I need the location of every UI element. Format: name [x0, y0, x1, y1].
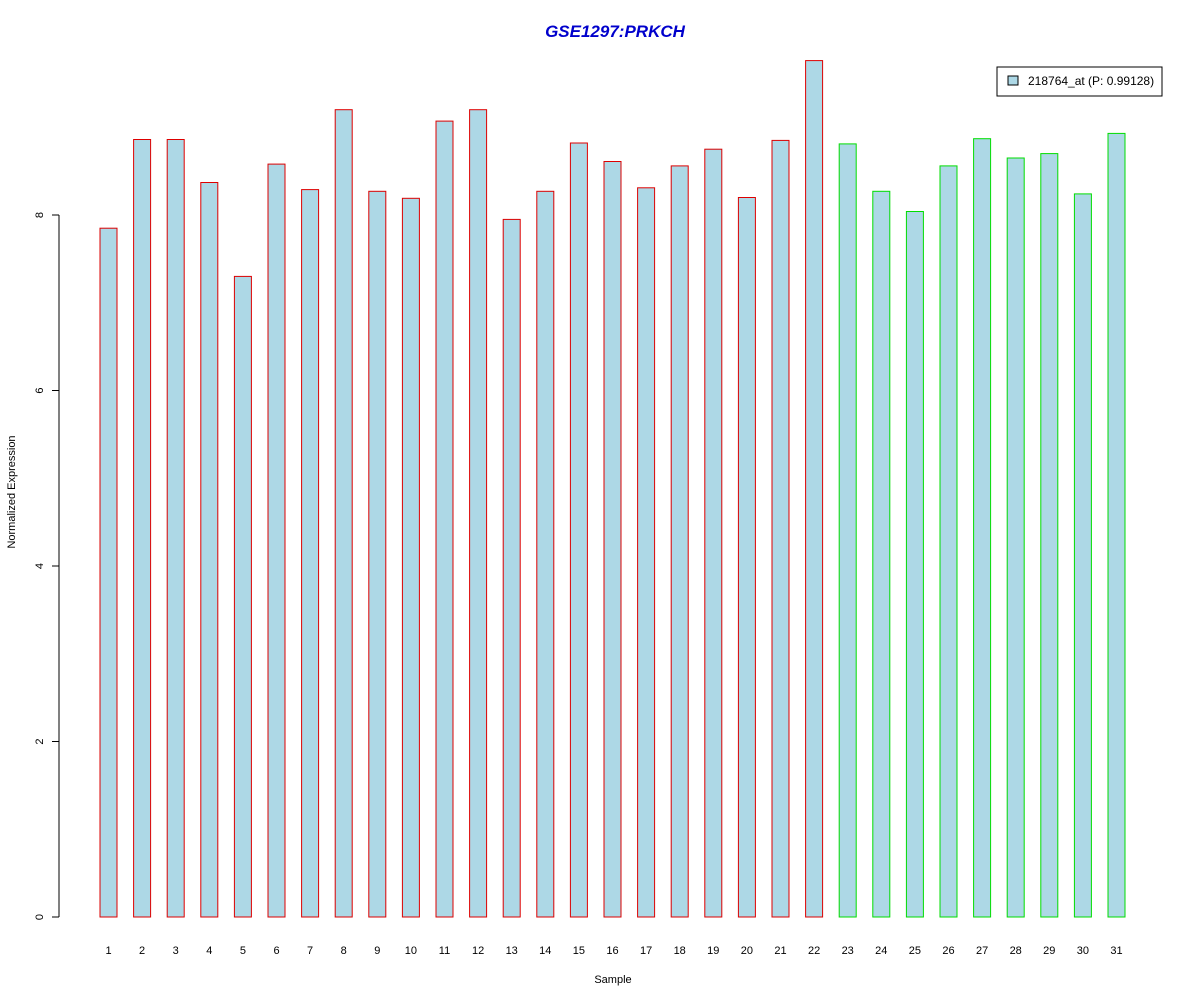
bar-sample-24	[872, 190, 891, 918]
x-tick-label: 27	[976, 945, 988, 957]
bar-sample-19	[704, 148, 723, 918]
x-tick-label: 21	[774, 945, 786, 957]
x-tick-label: 9	[374, 945, 380, 957]
y-axis: 0 2 4 6 8	[34, 212, 60, 920]
y-tick-label: 0	[34, 914, 46, 920]
x-tick-label: 20	[741, 945, 753, 957]
x-tick-label: 18	[674, 945, 686, 957]
bar-sample-21	[771, 139, 790, 918]
x-tick-label: 3	[173, 945, 179, 957]
bar-sample-10	[401, 197, 420, 918]
x-tick-label: 28	[1010, 945, 1022, 957]
bar-sample-2	[133, 139, 152, 918]
bar-sample-8	[334, 109, 353, 918]
bar-sample-1	[99, 227, 118, 918]
legend-label: 218764_at (P: 0.99128)	[1028, 74, 1154, 88]
x-tick-label: 23	[842, 945, 854, 957]
x-tick-label: 25	[909, 945, 921, 957]
bar-sample-26	[939, 165, 958, 918]
x-tick-label: 19	[707, 945, 719, 957]
bar-sample-14	[536, 190, 555, 918]
x-tick-label: 4	[206, 945, 212, 957]
bar-sample-30	[1073, 193, 1092, 918]
y-axis-label: Normalized Expression	[6, 435, 18, 548]
bar-sample-17	[637, 187, 656, 918]
chart-title: GSE1297:PRKCH	[545, 22, 686, 41]
x-tick-label: 15	[573, 945, 585, 957]
bar-sample-9	[368, 190, 387, 918]
bar-sample-22	[805, 60, 824, 918]
x-tick-label: 26	[942, 945, 954, 957]
bar-sample-7	[301, 189, 320, 918]
bar-sample-5	[233, 275, 252, 918]
bar-sample-27	[973, 138, 992, 918]
bars-group	[99, 60, 1126, 918]
bar-sample-28	[1006, 157, 1025, 918]
bar-sample-23	[838, 143, 857, 918]
x-tick-label: 17	[640, 945, 652, 957]
x-tick-label: 10	[405, 945, 417, 957]
x-tick-label: 31	[1110, 945, 1122, 957]
bar-sample-25	[905, 211, 924, 918]
bar-sample-13	[502, 218, 521, 918]
x-tick-label: 24	[875, 945, 887, 957]
bar-sample-31	[1107, 132, 1126, 918]
x-tick-label: 30	[1077, 945, 1089, 957]
bar-sample-12	[469, 109, 488, 918]
x-tick-label: 29	[1043, 945, 1055, 957]
bar-sample-20	[737, 197, 756, 918]
bar-sample-16	[603, 161, 622, 918]
bar-sample-15	[569, 142, 588, 918]
x-tick-label: 2	[139, 945, 145, 957]
legend: 218764_at (P: 0.99128)	[996, 66, 1163, 97]
y-tick-label: 4	[34, 563, 46, 569]
y-tick-label: 2	[34, 738, 46, 744]
legend-box	[996, 66, 1163, 97]
x-tick-labels: 1 2 3 4 5 6 7 8 9 10 11 12 13 14 15 16 17 18 19 20 21 22 23 24 2…	[105, 945, 1122, 957]
bar-sample-6	[267, 163, 286, 918]
x-tick-label: 12	[472, 945, 484, 957]
x-tick-label: 16	[606, 945, 618, 957]
x-tick-label: 1	[105, 945, 111, 957]
bar-sample-3	[166, 139, 185, 918]
x-tick-label: 22	[808, 945, 820, 957]
x-tick-label: 13	[506, 945, 518, 957]
x-tick-label: 8	[341, 945, 347, 957]
x-tick-label: 14	[539, 945, 551, 957]
bar-sample-4	[200, 182, 219, 918]
x-tick-label: 5	[240, 945, 246, 957]
y-tick-label: 6	[34, 387, 46, 393]
x-axis-label: Sample	[594, 974, 631, 986]
x-tick-label: 6	[273, 945, 279, 957]
x-tick-label: 11	[439, 945, 450, 957]
bar-sample-11	[435, 120, 454, 918]
legend-swatch	[1007, 75, 1019, 86]
x-tick-label: 7	[307, 945, 313, 957]
y-tick-label: 8	[34, 212, 46, 218]
bar-sample-18	[670, 165, 689, 918]
bar-sample-29	[1040, 153, 1059, 918]
